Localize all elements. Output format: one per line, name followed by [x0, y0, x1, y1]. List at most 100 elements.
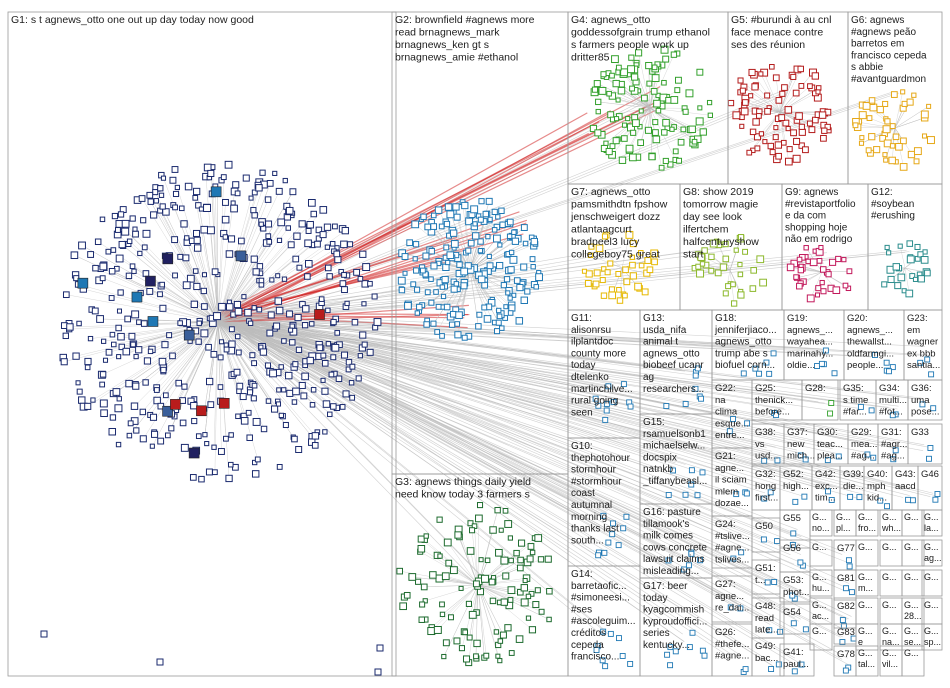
node[interactable] [158, 192, 165, 198]
node[interactable] [669, 126, 675, 132]
node[interactable] [453, 637, 461, 645]
node[interactable] [314, 240, 321, 248]
node[interactable] [118, 240, 126, 249]
node[interactable] [495, 548, 503, 557]
node[interactable] [156, 658, 164, 666]
node[interactable] [223, 435, 229, 442]
node[interactable] [618, 156, 627, 164]
node[interactable] [796, 256, 803, 263]
node[interactable] [132, 226, 138, 232]
node[interactable] [733, 247, 739, 253]
node[interactable] [195, 433, 202, 439]
node[interactable] [128, 332, 136, 340]
node[interactable] [99, 399, 108, 408]
node[interactable] [889, 123, 896, 129]
node[interactable] [171, 166, 179, 173]
node[interactable] [621, 135, 628, 142]
node[interactable] [485, 197, 493, 205]
node[interactable] [920, 110, 929, 119]
node[interactable] [629, 240, 637, 248]
node[interactable] [359, 331, 367, 339]
node[interactable] [812, 116, 819, 124]
node[interactable] [129, 215, 136, 222]
node[interactable] [124, 315, 132, 323]
node[interactable] [733, 491, 740, 498]
node[interactable] [322, 429, 328, 435]
node[interactable] [296, 264, 303, 271]
node[interactable] [621, 122, 628, 128]
node[interactable] [414, 310, 420, 316]
node[interactable] [730, 555, 737, 562]
node[interactable] [485, 233, 491, 240]
node[interactable] [439, 333, 445, 339]
node[interactable] [697, 253, 705, 261]
node[interactable] [152, 189, 159, 196]
node[interactable] [465, 600, 472, 607]
node[interactable] [40, 630, 48, 638]
node[interactable] [195, 338, 202, 345]
node[interactable] [316, 344, 324, 352]
node[interactable] [517, 588, 524, 596]
node[interactable] [884, 503, 890, 510]
node[interactable] [499, 221, 506, 229]
node[interactable] [660, 45, 669, 54]
node[interactable] [859, 135, 865, 141]
node[interactable] [648, 153, 656, 161]
node[interactable] [100, 409, 108, 418]
node[interactable] [725, 283, 732, 290]
node[interactable] [374, 668, 382, 676]
node[interactable] [491, 208, 498, 215]
node[interactable] [205, 343, 212, 351]
node[interactable] [477, 216, 484, 223]
node[interactable] [670, 96, 679, 104]
node[interactable] [443, 220, 451, 228]
node[interactable] [470, 205, 479, 214]
node[interactable] [412, 256, 418, 262]
node[interactable] [774, 538, 780, 545]
node[interactable] [331, 343, 340, 352]
node[interactable] [516, 283, 524, 292]
node[interactable] [594, 129, 602, 137]
node[interactable] [688, 481, 695, 488]
node[interactable] [877, 497, 884, 504]
node[interactable] [206, 226, 215, 235]
node[interactable] [520, 263, 528, 271]
node[interactable] [792, 154, 801, 163]
node[interactable] [307, 198, 316, 207]
node[interactable] [589, 124, 598, 133]
node[interactable] [756, 113, 762, 119]
node-avatar[interactable] [235, 250, 247, 262]
node[interactable] [211, 444, 217, 450]
node[interactable] [882, 100, 889, 108]
node[interactable] [815, 89, 821, 95]
node[interactable] [239, 393, 247, 401]
node[interactable] [476, 502, 484, 509]
node[interactable] [147, 348, 154, 355]
node[interactable] [447, 614, 454, 621]
node[interactable] [158, 357, 167, 366]
node[interactable] [179, 419, 187, 427]
node[interactable] [895, 142, 903, 151]
node[interactable] [692, 385, 699, 392]
node[interactable] [625, 144, 634, 153]
node[interactable] [146, 287, 154, 295]
node[interactable] [497, 638, 504, 644]
node-avatar[interactable] [147, 316, 159, 327]
node[interactable] [404, 302, 412, 310]
node[interactable] [266, 179, 274, 187]
node[interactable] [366, 348, 374, 356]
node[interactable] [888, 156, 896, 165]
node[interactable] [784, 106, 793, 114]
node[interactable] [478, 198, 485, 205]
node[interactable] [130, 341, 136, 348]
node[interactable] [740, 370, 747, 377]
node[interactable] [584, 280, 592, 287]
node[interactable] [115, 441, 122, 448]
node[interactable] [695, 117, 704, 126]
node[interactable] [225, 474, 233, 483]
node[interactable] [423, 533, 429, 539]
node[interactable] [473, 580, 480, 588]
node[interactable] [351, 318, 359, 326]
node[interactable] [439, 601, 445, 608]
node[interactable] [889, 364, 896, 371]
